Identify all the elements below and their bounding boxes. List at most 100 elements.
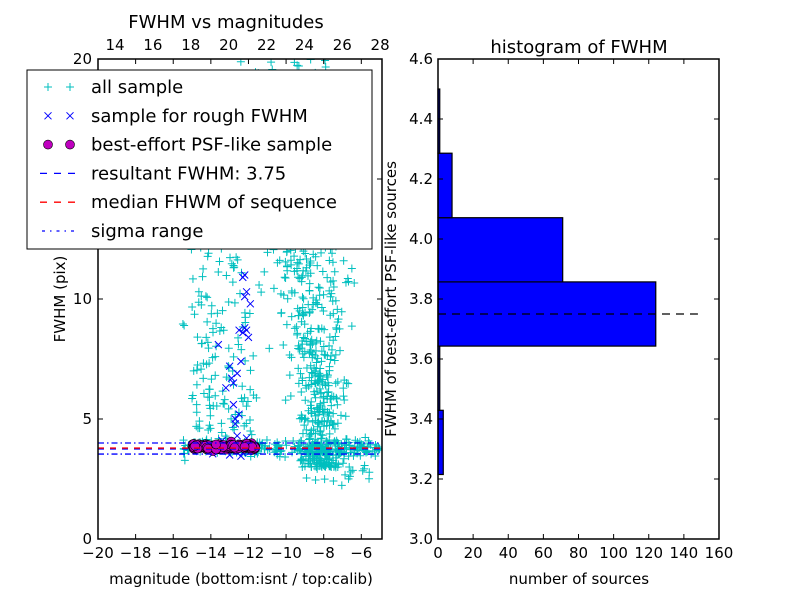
all-sample-point [228,278,237,287]
all-sample-point [320,417,329,426]
right-y-axis-label: FWHM of best-effort PSF-like sources [382,161,400,437]
rough-sample-point [225,362,234,371]
legend-label: median FHWM of sequence [91,192,337,213]
all-sample-point [206,411,215,420]
all-sample-point [325,462,334,471]
top-x-tick-label: 16 [143,36,162,54]
all-sample-point [288,288,297,297]
all-sample-point [199,374,208,383]
all-sample-point [192,408,201,417]
all-sample-point [260,267,269,276]
all-sample-point [325,429,334,438]
all-sample-point [302,255,311,264]
all-sample-point [273,258,282,267]
all-sample-point [326,311,335,320]
all-sample-point [231,410,240,419]
all-sample-point [203,293,212,302]
histogram-bar [437,217,564,283]
legend-entry: sigma range [42,221,203,242]
all-sample-point [346,467,355,476]
all-sample-point [252,393,261,402]
all-sample-point [287,353,296,362]
histogram-bar [437,281,657,347]
all-sample-point [297,455,306,464]
all-sample-point [296,255,305,264]
all-sample-point [298,271,307,280]
all-sample-point [289,437,298,446]
all-sample-point [301,414,310,423]
all-sample-point [303,329,312,338]
all-sample-point [321,451,330,460]
all-sample-point [263,248,272,257]
all-sample-point [347,322,356,331]
all-sample-point [349,451,358,460]
all-sample-point [315,291,324,300]
all-sample-point [307,368,316,377]
all-sample-point [331,379,340,388]
all-sample-point [276,289,285,298]
all-sample-point [326,355,335,364]
all-sample-point [202,360,211,369]
all-sample-point [229,352,238,361]
all-sample-point [298,413,307,422]
y-tick-label: 0 [82,530,92,548]
all-sample-point [192,400,201,409]
all-sample-point [341,412,350,421]
all-sample-point [269,284,278,293]
all-sample-point [242,419,251,428]
all-sample-point [325,256,334,265]
all-sample-point [197,365,206,374]
all-sample-point [325,341,334,350]
all-sample-point [306,401,315,410]
all-sample-point [333,400,342,409]
all-sample-point [316,388,325,397]
all-sample-point [188,391,197,400]
all-sample-point [217,428,226,437]
all-sample-point [327,401,336,410]
all-sample-point [333,305,342,314]
legend-entry: best-effort PSF-like sample [43,135,332,156]
all-sample-point [234,408,243,417]
all-sample-point [308,353,317,362]
all-sample-point [313,418,322,427]
all-sample-point [315,284,324,293]
all-sample-point [311,338,320,347]
all-sample-point [293,61,302,70]
all-sample-point [280,273,289,282]
all-sample-point [311,393,320,402]
all-sample-point [337,481,346,490]
all-sample-point [298,376,307,385]
all-sample-point [189,366,198,375]
all-sample-point [316,426,325,435]
all-sample-point [316,454,325,463]
legend: all sample sample for rough FWHM best-effo… [26,69,373,250]
all-sample-point [246,366,255,375]
all-sample-point [339,384,348,393]
y-tick-label: 3.2 [409,470,433,488]
all-sample-point [285,371,294,380]
all-sample-point [302,425,311,434]
all-sample-point [287,260,296,269]
all-sample-point [296,344,305,353]
right-x-ticks: 0 20 40 60 80 100 120 140 160 [433,59,733,562]
all-sample-point [277,308,286,317]
all-sample-point [321,351,330,360]
rough-sample-point [235,410,243,419]
top-x-tick-label: 24 [295,36,314,54]
all-sample-point [315,375,324,384]
rough-sample-point [222,383,230,392]
legend-label: sigma range [91,221,203,242]
all-sample-point [331,453,340,462]
all-sample-point [304,457,313,466]
all-sample-point [281,453,290,462]
all-sample-point [270,440,279,449]
all-sample-point [322,436,331,445]
rough-sample-point [246,299,255,308]
all-sample-point [293,329,302,338]
all-sample-point [315,384,324,393]
y-tick-label: 4.2 [409,170,433,188]
all-sample-point [328,297,337,306]
all-sample-point [337,307,346,316]
all-sample-point [218,306,227,315]
top-x-tick-label: 20 [219,36,238,54]
